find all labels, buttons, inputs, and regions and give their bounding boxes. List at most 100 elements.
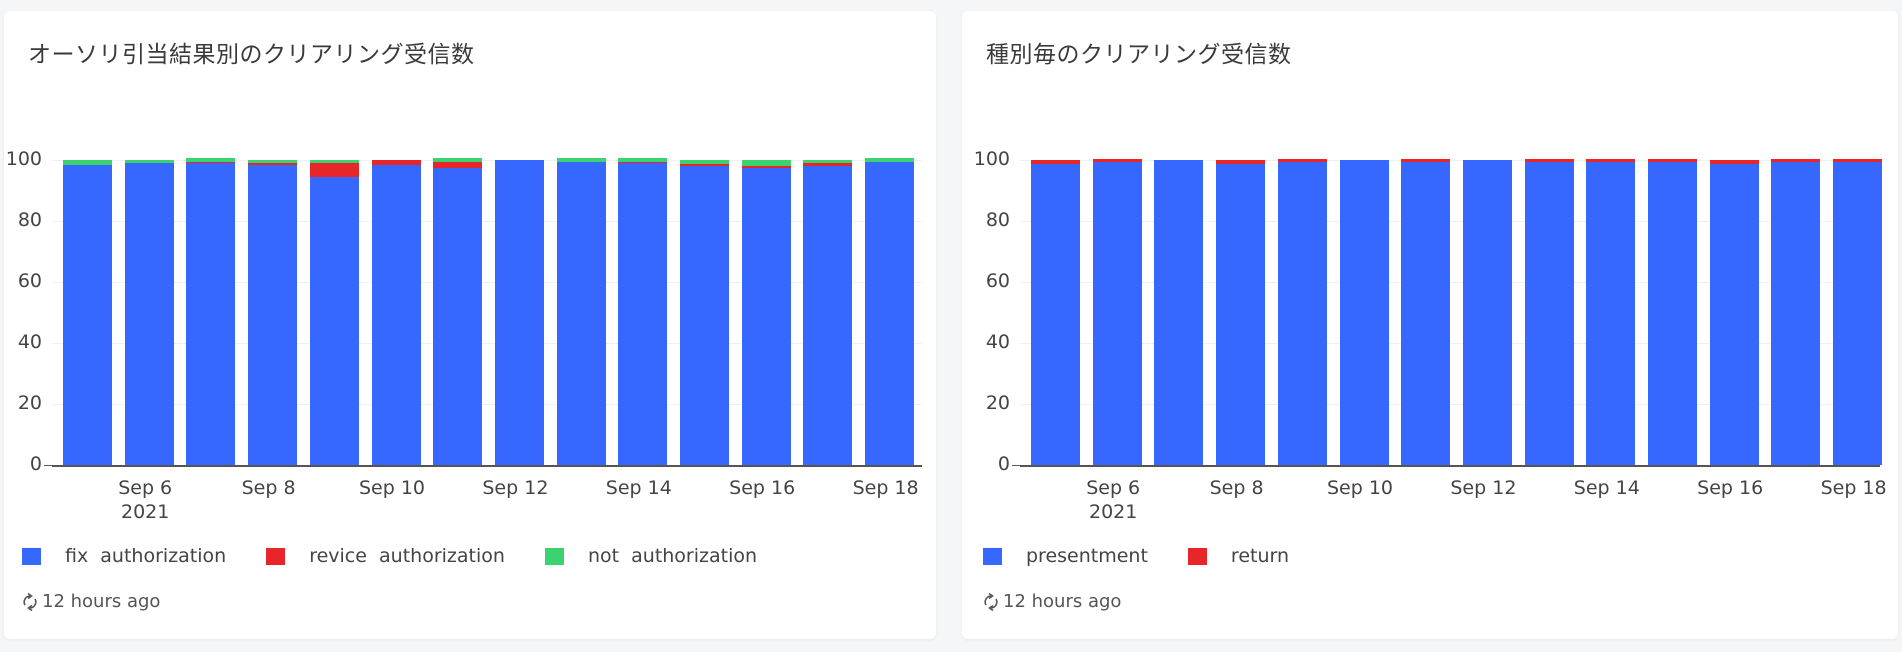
x-tick-label: Sep 18 bbox=[1820, 477, 1887, 499]
bar-segment bbox=[1524, 162, 1574, 465]
bar-sep-5[interactable] bbox=[63, 160, 112, 465]
legend-label: revice authorization bbox=[309, 545, 505, 567]
y-tick-label: 100 bbox=[5, 148, 42, 170]
bar-sep-9[interactable] bbox=[1277, 159, 1327, 465]
bar-segment bbox=[433, 161, 483, 168]
chart-title: 種別毎のクリアリング受信数 bbox=[986, 42, 1292, 68]
bar-sep-18[interactable] bbox=[865, 158, 915, 465]
x-axis-line bbox=[52, 465, 922, 467]
bar-sep-10[interactable] bbox=[1339, 160, 1389, 465]
bar-sep-16[interactable] bbox=[1709, 160, 1759, 465]
bar-sep-15[interactable] bbox=[1648, 159, 1697, 465]
bar-sep-11[interactable] bbox=[433, 158, 483, 465]
legend-swatch bbox=[1187, 547, 1207, 565]
legend-swatch bbox=[266, 547, 286, 565]
bar-segment bbox=[371, 164, 421, 465]
chart-card-authorization-result: オーソリ引当結果別のクリアリング受信数 0 20 40 60 80 100 Sep 6 202… bbox=[4, 11, 936, 639]
bar-sep-7[interactable] bbox=[1154, 160, 1204, 465]
legend-swatch bbox=[983, 547, 1002, 565]
last-updated-text: 12 hours ago bbox=[1003, 591, 1122, 612]
bar-sep-5[interactable] bbox=[1031, 160, 1080, 465]
bar-sep-11[interactable] bbox=[1401, 159, 1451, 465]
bar-sep-12[interactable] bbox=[1462, 160, 1512, 465]
legend-item-not-authorization[interactable]: not authorization bbox=[544, 545, 757, 567]
bar-segment bbox=[618, 158, 668, 162]
bar-sep-8[interactable] bbox=[1216, 160, 1266, 465]
chart-legend: presentment return bbox=[983, 545, 1329, 567]
bar-segment bbox=[433, 167, 483, 465]
bar-sep-13[interactable] bbox=[1524, 159, 1574, 465]
bar-sep-14[interactable] bbox=[618, 158, 668, 465]
bar-segment bbox=[741, 165, 791, 168]
legend-label: return bbox=[1230, 545, 1290, 567]
y-tick-label: 40 bbox=[17, 331, 42, 353]
legend-item-fix-authorization[interactable]: fix authorization bbox=[22, 545, 226, 567]
x-tick-label: Sep 12 bbox=[1450, 477, 1517, 499]
x-tick-label: Sep 12 bbox=[482, 477, 549, 499]
bar-segment bbox=[309, 176, 359, 465]
bar-sep-9[interactable] bbox=[309, 160, 359, 465]
stacked-bar-plot[interactable]: 0 20 40 60 80 100 Sep 6 2021 Sep 8 Sep 10 Sep 12 Se… bbox=[4, 11, 936, 639]
last-updated-text: 12 hours ago bbox=[42, 591, 161, 612]
bar-segment bbox=[1031, 160, 1080, 164]
y-tick-label: 80 bbox=[17, 209, 42, 231]
bar-segment bbox=[433, 158, 483, 162]
x-tick-label: Sep 14 bbox=[605, 477, 672, 499]
bar-sep-7[interactable] bbox=[186, 158, 236, 465]
bar-segment bbox=[1648, 159, 1697, 163]
legend-item-revice-authorization[interactable]: revice authorization bbox=[266, 545, 505, 567]
bar-segment bbox=[186, 161, 236, 164]
bar-sep-18[interactable] bbox=[1833, 159, 1883, 465]
bar-segment bbox=[1462, 160, 1512, 465]
bar-sep-10[interactable] bbox=[371, 160, 421, 465]
bar-segment bbox=[1216, 160, 1266, 164]
legend-item-return[interactable]: return bbox=[1187, 545, 1290, 567]
bar-sep-12[interactable] bbox=[494, 160, 544, 465]
bar-sep-6[interactable] bbox=[124, 160, 174, 465]
bar-sep-13[interactable] bbox=[556, 158, 606, 465]
y-tick-label: 60 bbox=[17, 270, 42, 292]
bar-sep-6[interactable] bbox=[1092, 159, 1142, 465]
bar-sep-17[interactable] bbox=[803, 160, 853, 465]
y-tick-label: 20 bbox=[985, 392, 1010, 414]
bar-segment bbox=[1031, 163, 1080, 465]
y-tick-label: 60 bbox=[985, 270, 1010, 292]
bar-segment bbox=[309, 160, 359, 164]
bar-segment bbox=[1339, 160, 1389, 465]
chart-legend: fix authorization revice authorization not… bbox=[22, 545, 797, 567]
bar-segment bbox=[1709, 163, 1759, 465]
bar-segment bbox=[618, 161, 668, 164]
bar-segment bbox=[309, 163, 359, 177]
bar-sep-17[interactable] bbox=[1771, 159, 1821, 465]
bar-segment bbox=[803, 166, 853, 465]
bar-segment bbox=[865, 161, 915, 465]
x-tick-label: Sep 8 bbox=[241, 477, 296, 499]
bar-segment bbox=[556, 158, 606, 162]
bar-segment bbox=[803, 163, 853, 167]
bar-segment bbox=[1833, 162, 1883, 465]
legend-label: presentment bbox=[1026, 545, 1148, 567]
legend-swatch bbox=[22, 547, 41, 565]
stacked-bar-plot[interactable]: 0 20 40 60 80 100 Sep 6 2021 Sep 8 Sep 10 Sep 12 Se… bbox=[962, 11, 1898, 639]
bar-segment bbox=[1277, 162, 1327, 465]
y-tick-label: 0 bbox=[29, 453, 42, 475]
bar-segment bbox=[1092, 162, 1142, 465]
bar-segment bbox=[248, 163, 298, 165]
legend-item-presentment[interactable]: presentment bbox=[983, 545, 1148, 567]
bar-segment bbox=[63, 164, 112, 465]
bar-sep-15[interactable] bbox=[680, 160, 729, 465]
bar-segment bbox=[741, 167, 791, 465]
bar-segment bbox=[1154, 160, 1204, 465]
bar-segment bbox=[618, 163, 668, 465]
bar-segment bbox=[248, 164, 298, 465]
legend-swatch bbox=[544, 547, 564, 565]
bar-sep-16[interactable] bbox=[741, 160, 791, 465]
refresh-icon bbox=[984, 592, 998, 611]
bar-sep-8[interactable] bbox=[248, 160, 298, 465]
chart-title: オーソリ引当結果別のクリアリング受信数 bbox=[28, 42, 475, 68]
bar-sep-14[interactable] bbox=[1586, 159, 1636, 465]
bar-segment bbox=[124, 160, 174, 164]
bar-segment bbox=[248, 160, 298, 164]
gridline bbox=[52, 404, 922, 405]
bar-segment bbox=[1092, 159, 1142, 163]
